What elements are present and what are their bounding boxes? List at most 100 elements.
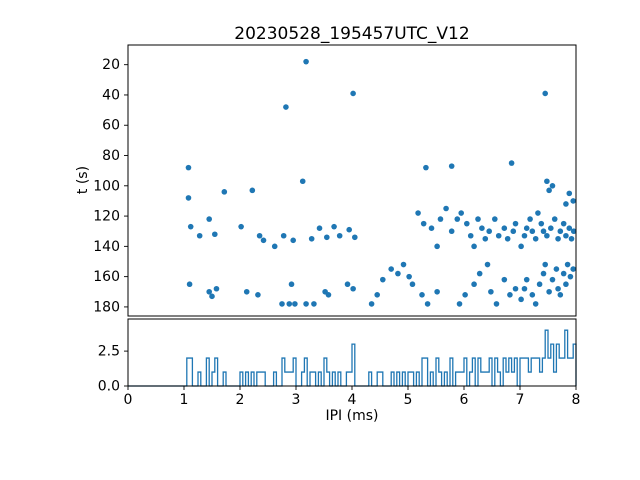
scatter-point [529, 228, 536, 235]
scatter-point [324, 234, 330, 241]
scatter-point [570, 228, 577, 235]
scatter-point [557, 228, 564, 235]
scatter-point [532, 301, 539, 307]
scatter-point [521, 232, 528, 239]
scatter-point [540, 228, 547, 235]
scatter-point [549, 183, 556, 189]
scatter-point [553, 266, 560, 272]
x-axis-label: IPI (ms) [325, 408, 379, 424]
scatter-point [542, 90, 548, 97]
scatter-point [529, 292, 536, 298]
scatter-point [542, 261, 548, 268]
scatter-point [196, 232, 203, 239]
scatter-point [501, 225, 508, 231]
y-tick-label: 100 [93, 178, 120, 194]
scatter-point [527, 216, 533, 222]
x-tick-label: 0 [124, 392, 133, 408]
scatter-point [566, 225, 573, 231]
scatter-point [501, 276, 508, 283]
scatter-point [350, 90, 356, 97]
scatter-point [206, 216, 212, 222]
scatter-point [286, 301, 293, 307]
scatter-point [495, 232, 502, 239]
scatter-point [551, 216, 558, 222]
scatter-point [560, 220, 567, 227]
scatter-point [535, 210, 541, 216]
scatter-point [368, 301, 375, 307]
scatter-point [540, 270, 547, 277]
y-tick-label: 160 [93, 269, 120, 285]
scatter-axes-box [127, 44, 577, 317]
scatter-point [420, 220, 427, 227]
x-tick-label: 7 [516, 392, 525, 408]
scatter-point [560, 270, 567, 277]
scatter-point [518, 243, 524, 250]
scatter-point [238, 223, 244, 230]
scatter-point [462, 292, 468, 298]
scatter-point [428, 225, 435, 231]
scatter-point [546, 187, 552, 194]
scatter-point [566, 190, 573, 197]
scatter-point [400, 261, 407, 268]
scatter-point [467, 232, 474, 239]
scatter-point [570, 266, 576, 272]
scatter-point [486, 228, 493, 235]
scatter-point [564, 261, 571, 268]
scatter-point [546, 288, 552, 295]
y-tick-label: 20 [102, 57, 120, 73]
scatter-point [434, 243, 440, 250]
scatter-point [448, 228, 455, 235]
scatter-point [221, 189, 228, 195]
scatter-point [476, 270, 483, 277]
scatter-point [568, 235, 575, 242]
scatter-point [488, 288, 494, 295]
scatter-point [303, 58, 309, 65]
scatter-point [346, 226, 353, 233]
chart-title: 20230528_195457UTC_V12 [234, 24, 470, 44]
scatter-point [419, 292, 425, 298]
histogram-line [128, 329, 577, 387]
scatter-point [563, 201, 569, 207]
scatter-point [567, 273, 574, 280]
scatter-point [271, 243, 278, 250]
y-tick-label: 120 [93, 209, 120, 225]
scatter-point [255, 292, 261, 298]
scatter-point [504, 235, 511, 242]
scatter-point [406, 273, 412, 280]
scatter-point [288, 281, 295, 288]
y-tick-label: 60 [102, 118, 120, 134]
x-tick-label: 3 [292, 392, 301, 408]
scatter-point [423, 164, 429, 171]
scatter-point [521, 285, 528, 292]
x-tick-label: 2 [236, 392, 245, 408]
scatter-point [448, 163, 455, 169]
scatter-point [458, 210, 465, 216]
scatter-point [532, 235, 539, 242]
scatter-point [484, 261, 491, 268]
scatter-point [454, 216, 461, 222]
scatter-point [303, 301, 309, 307]
scatter-point [249, 187, 256, 194]
scatter-point [508, 160, 515, 166]
scatter-point [563, 281, 569, 288]
scatter-point [260, 237, 267, 244]
scatter-point [280, 232, 287, 239]
scatter-point [512, 220, 519, 227]
scatter-point [290, 237, 297, 244]
scatter-point [187, 223, 194, 230]
scatter-point [380, 276, 386, 283]
scatter-point [555, 285, 561, 292]
scatter-point [213, 285, 220, 292]
scatter-point [311, 301, 317, 307]
y-tick-label: 0.0 [98, 379, 120, 395]
scatter-point [374, 292, 381, 298]
scatter-point [518, 296, 524, 303]
scatter-point [557, 292, 564, 298]
scatter-point [510, 228, 517, 235]
scatter-point [350, 285, 356, 292]
scatter-point [482, 235, 489, 242]
scatter-point [443, 205, 449, 212]
scatter-point [492, 216, 498, 222]
scatter-point [548, 225, 554, 231]
scatter-point [206, 288, 212, 295]
